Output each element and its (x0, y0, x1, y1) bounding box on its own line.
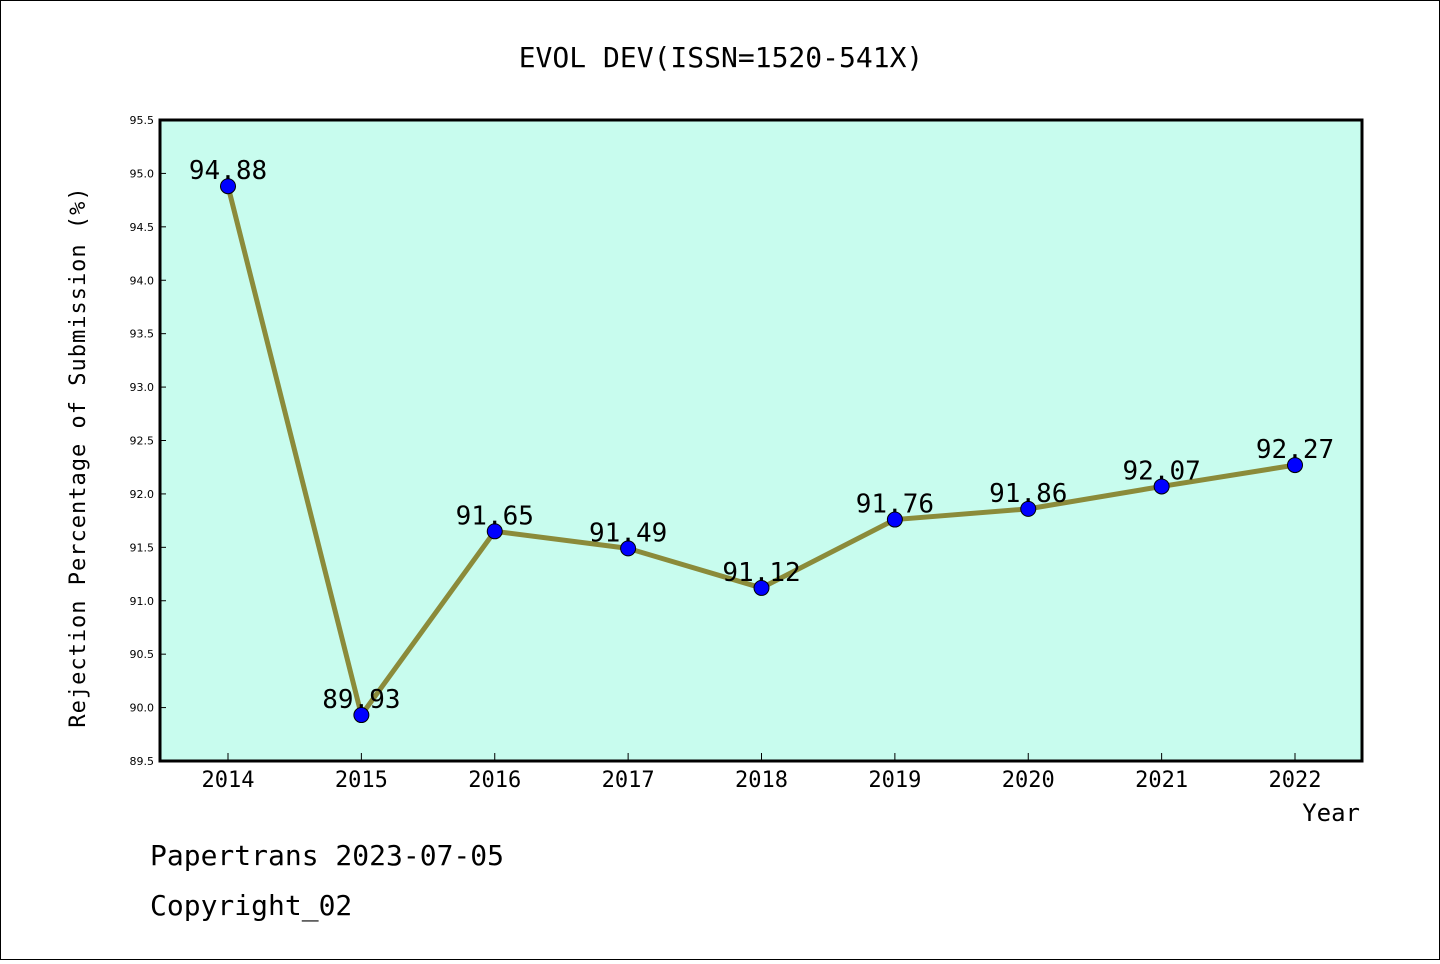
y-tick-label: 94.0 (130, 274, 155, 287)
y-tick-label: 95.5 (130, 114, 155, 127)
data-label: 91.76 (856, 490, 934, 520)
y-tick-label: 90.0 (130, 702, 155, 715)
chart-title: EVOL DEV(ISSN=1520-541X) (519, 41, 924, 74)
y-tick-label: 94.5 (130, 221, 155, 234)
footer-copyright: Copyright_02 (150, 889, 352, 923)
x-tick-label: 2015 (335, 768, 388, 793)
x-tick-label: 2018 (735, 768, 788, 793)
y-tick-label: 91.5 (130, 541, 155, 554)
plot-area (158, 118, 1364, 763)
x-tick-label: 2019 (868, 768, 921, 793)
x-axis-label: Year (1302, 799, 1360, 827)
x-tick-label: 2016 (468, 768, 521, 793)
data-point (220, 178, 236, 195)
data-point (1287, 457, 1303, 474)
footer-date: Papertrans 2023-07-05 (150, 839, 504, 872)
y-tick-label: 93.0 (130, 381, 155, 394)
y-tick-label: 93.5 (130, 328, 155, 341)
y-axis: 89.5 90.0 90.5 91.0 91.5 92.0 92.5 93.0 93.5 94.0… (130, 114, 166, 768)
data-point (753, 579, 770, 596)
y-tick-label: 89.5 (130, 755, 155, 768)
data-label: 91.12 (722, 558, 800, 588)
data-label: 91.86 (989, 479, 1067, 509)
data-label: 89.93 (322, 685, 400, 715)
data-labels: 94.88 89.93 91.65 91.49 91.12 91.76 91.86 92.07… (189, 156, 1334, 715)
data-point (886, 511, 903, 528)
data-label: 92.27 (1256, 435, 1334, 465)
x-tick-label: 2020 (1002, 768, 1055, 793)
data-label: 92.07 (1122, 456, 1200, 486)
data-point (486, 523, 503, 540)
series-markers (220, 178, 1303, 724)
x-tick-label: 2014 (202, 768, 255, 793)
y-tick-label: 92.0 (130, 488, 155, 501)
data-label: 91.65 (456, 501, 534, 531)
data-point (620, 540, 637, 557)
y-axis-label: Rejection Percentage of Submission (%) (66, 186, 91, 727)
y-tick-label: 91.0 (130, 595, 155, 608)
x-tick-label: 2017 (602, 768, 655, 793)
x-tick-label: 2022 (1269, 768, 1322, 793)
x-tick-label: 2021 (1135, 768, 1188, 793)
y-tick-label: 92.5 (130, 435, 155, 448)
data-point (1153, 478, 1170, 495)
y-tick-label: 95.0 (130, 167, 155, 180)
data-point (353, 707, 370, 724)
y-tick-label: 90.5 (130, 648, 155, 661)
x-axis: 2014 2015 2016 2017 2018 2019 2020 2021 2022 (202, 753, 1322, 793)
data-point (1020, 500, 1037, 517)
data-label: 91.49 (589, 518, 667, 548)
data-label: 94.88 (189, 156, 267, 186)
